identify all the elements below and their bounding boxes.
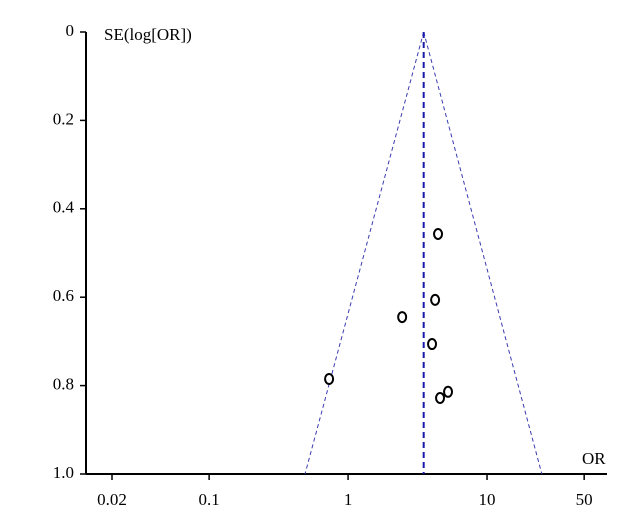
y-tick-label: 1.0	[53, 463, 74, 482]
point	[324, 372, 335, 385]
point	[443, 385, 454, 398]
funnel-upper	[423, 31, 543, 475]
x-tick-label: 50	[576, 490, 593, 509]
funnel-lower	[304, 31, 425, 475]
point	[397, 311, 408, 324]
y-tick-label: 0.8	[53, 375, 74, 394]
y-tick-label: 0.6	[53, 286, 74, 305]
point	[433, 227, 444, 240]
x-tick-label: 0.02	[97, 490, 127, 509]
point	[435, 391, 446, 404]
x-tick-label: 1	[344, 490, 353, 509]
x-axis-label: OR	[582, 449, 606, 468]
point	[427, 338, 438, 351]
point	[430, 293, 441, 306]
y-tick-label: 0.2	[53, 109, 74, 128]
x-tick-label: 10	[479, 490, 496, 509]
x-tick-label: 0.1	[198, 490, 219, 509]
y-tick-label: 0	[66, 21, 75, 40]
y-tick-label: 0.4	[53, 198, 75, 217]
y-axis-label: SE(log[OR])	[104, 25, 192, 44]
